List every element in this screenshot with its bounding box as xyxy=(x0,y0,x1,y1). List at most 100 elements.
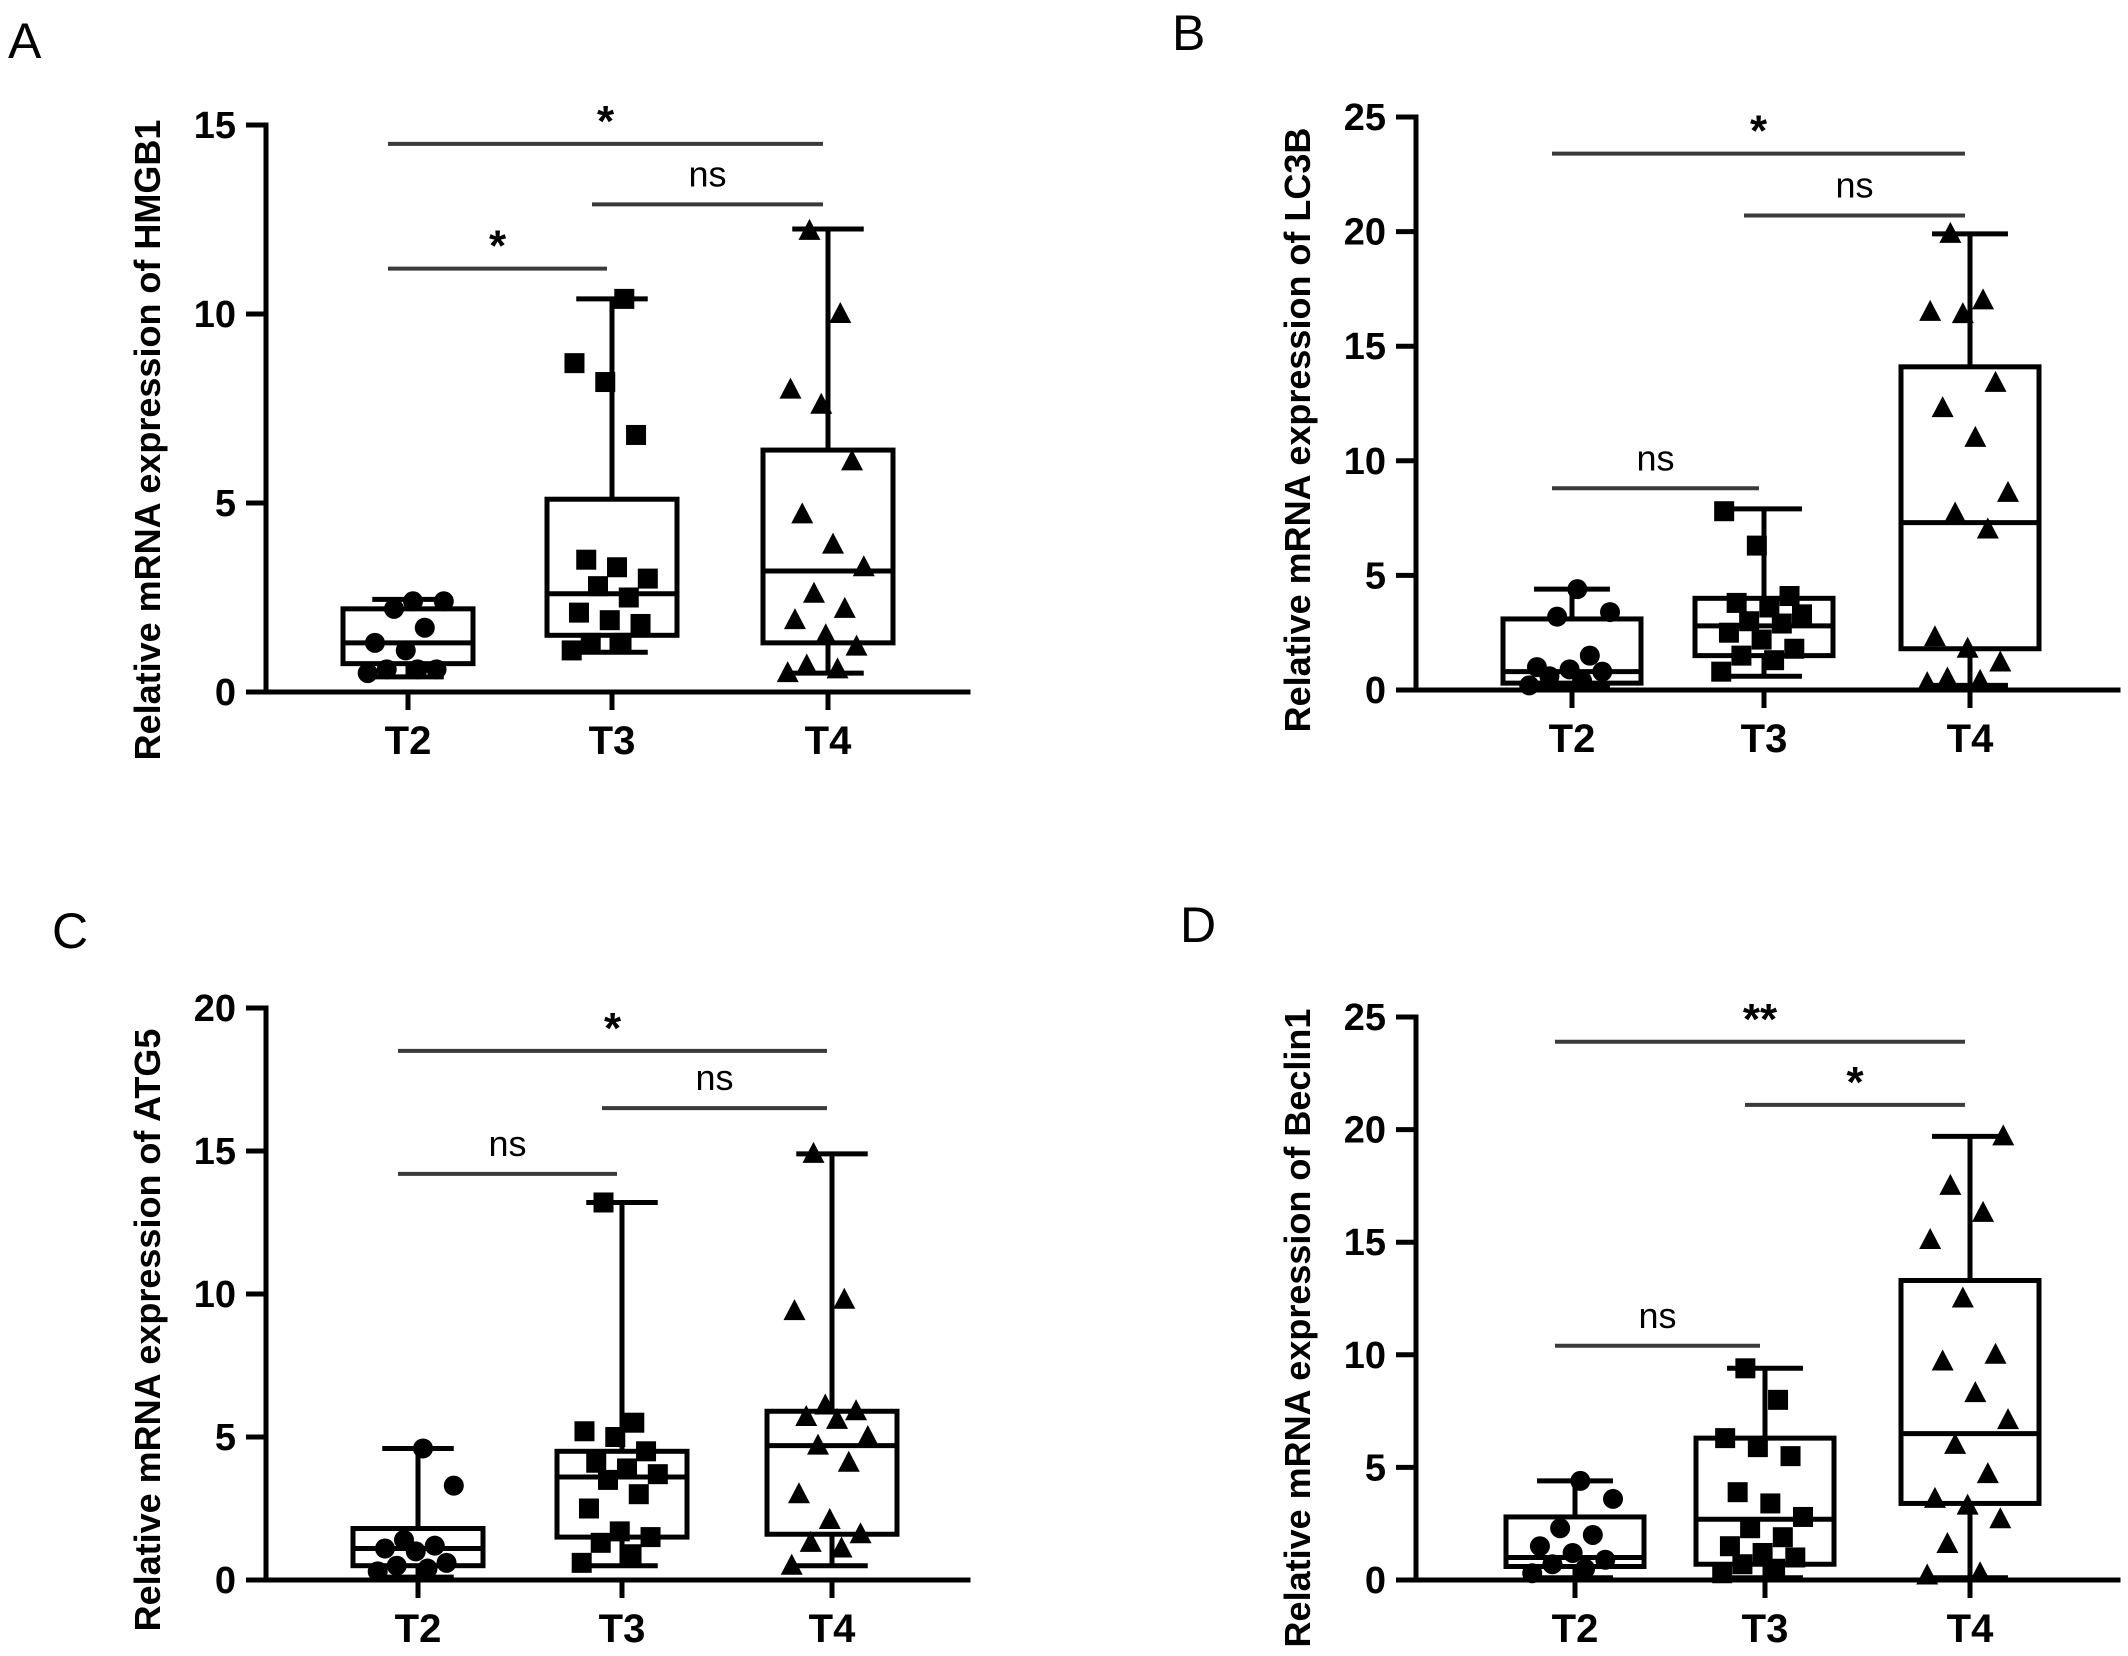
data-point xyxy=(1731,645,1752,666)
data-point xyxy=(818,1507,841,1529)
data-point xyxy=(1931,396,1954,418)
data-point xyxy=(376,659,397,680)
data-point xyxy=(1964,425,1987,447)
significance-label: ns xyxy=(1638,1295,1676,1336)
data-point xyxy=(626,424,647,445)
data-point xyxy=(1771,613,1792,634)
data-point xyxy=(624,1412,645,1433)
significance-label: * xyxy=(597,97,615,146)
data-point xyxy=(1969,668,1992,690)
data-point xyxy=(1751,629,1772,650)
data-point xyxy=(1529,1536,1550,1557)
x-tick-label: T2 xyxy=(385,719,432,763)
y-tick-label: 10 xyxy=(194,294,236,336)
y-tick-label: 15 xyxy=(1344,326,1386,368)
panel-letter: B xyxy=(1172,5,1205,61)
data-point xyxy=(443,1475,464,1496)
data-point xyxy=(852,555,875,577)
data-point xyxy=(802,581,825,603)
x-tick-label: T3 xyxy=(599,1607,646,1651)
data-point xyxy=(1522,1563,1543,1584)
significance-label: ns xyxy=(488,1123,526,1164)
data-point xyxy=(1916,671,1939,693)
data-point xyxy=(614,288,635,309)
data-point xyxy=(1559,659,1580,680)
data-point xyxy=(357,663,378,684)
data-point xyxy=(826,657,849,679)
box-iqr xyxy=(1898,364,2042,652)
data-point xyxy=(1792,604,1813,625)
data-point xyxy=(576,549,597,570)
data-point xyxy=(833,596,856,618)
x-tick-label: T3 xyxy=(589,719,636,763)
data-point xyxy=(607,557,628,578)
data-point xyxy=(779,377,802,399)
data-point xyxy=(1916,1563,1939,1585)
data-point xyxy=(799,1530,822,1552)
data-point xyxy=(561,640,582,661)
data-point xyxy=(1759,597,1780,618)
data-point xyxy=(403,591,424,612)
data-point xyxy=(845,1399,868,1421)
data-point xyxy=(837,1450,860,1472)
data-point xyxy=(1772,1527,1793,1548)
panel-a: A Relative mRNA expression of HMGB1 0 5 10… xyxy=(8,13,971,763)
y-tick-label: 0 xyxy=(1365,1560,1386,1602)
x-tick-label: T2 xyxy=(395,1607,442,1651)
data-point xyxy=(574,1421,595,1442)
y-tick-label: 20 xyxy=(194,988,236,1030)
box-iqr xyxy=(1503,1514,1647,1569)
data-point xyxy=(1519,675,1540,696)
y-tick-label: 20 xyxy=(1344,212,1386,254)
y-axis-label: Relative mRNA expression of Beclin1 xyxy=(1277,1009,1318,1648)
x-tick-label: T2 xyxy=(1549,717,1596,761)
data-point xyxy=(597,1469,618,1490)
panel-letter: D xyxy=(1180,897,1216,953)
data-point xyxy=(1752,1542,1773,1563)
data-point xyxy=(1603,1488,1624,1509)
data-point xyxy=(1972,288,1995,310)
data-point xyxy=(621,1544,642,1565)
data-point xyxy=(841,449,864,471)
significance-label: * xyxy=(1750,107,1768,156)
data-point xyxy=(1562,1542,1583,1563)
data-point xyxy=(829,302,852,323)
data-point xyxy=(1768,1389,1789,1410)
data-point xyxy=(1997,1408,2020,1430)
data-point xyxy=(1727,1482,1748,1503)
data-point xyxy=(628,1484,649,1505)
y-tick-label: 5 xyxy=(215,1417,236,1459)
data-point xyxy=(436,1552,457,1573)
panel-letter: A xyxy=(8,13,42,69)
data-point xyxy=(593,1192,614,1213)
y-tick-label: 20 xyxy=(1344,1110,1386,1152)
data-point xyxy=(568,602,589,623)
data-point xyxy=(1747,1437,1768,1458)
data-point xyxy=(609,1521,630,1542)
data-point xyxy=(1784,638,1805,659)
data-point xyxy=(814,623,837,645)
data-point xyxy=(1989,1507,2012,1529)
data-point xyxy=(1595,1549,1616,1570)
data-point xyxy=(1972,1200,1995,1222)
data-point xyxy=(1984,1342,2007,1364)
y-tick-label: 10 xyxy=(1344,441,1386,483)
data-point xyxy=(414,617,435,638)
data-point xyxy=(802,1141,825,1163)
data-point xyxy=(1919,299,1942,321)
data-point xyxy=(1718,622,1739,643)
data-point xyxy=(611,632,632,653)
data-point xyxy=(1780,1446,1801,1467)
data-point xyxy=(1956,1493,1979,1515)
data-point xyxy=(1989,650,2012,672)
x-tick-label: T4 xyxy=(805,719,852,763)
data-point xyxy=(1547,606,1568,627)
data-point xyxy=(1570,1470,1591,1491)
data-point xyxy=(776,661,799,683)
data-point xyxy=(587,576,608,597)
data-point xyxy=(618,587,639,608)
data-point xyxy=(1969,1561,1992,1583)
y-tick-label: 15 xyxy=(194,1131,236,1173)
data-point xyxy=(367,1561,388,1582)
data-point xyxy=(1760,1493,1781,1514)
